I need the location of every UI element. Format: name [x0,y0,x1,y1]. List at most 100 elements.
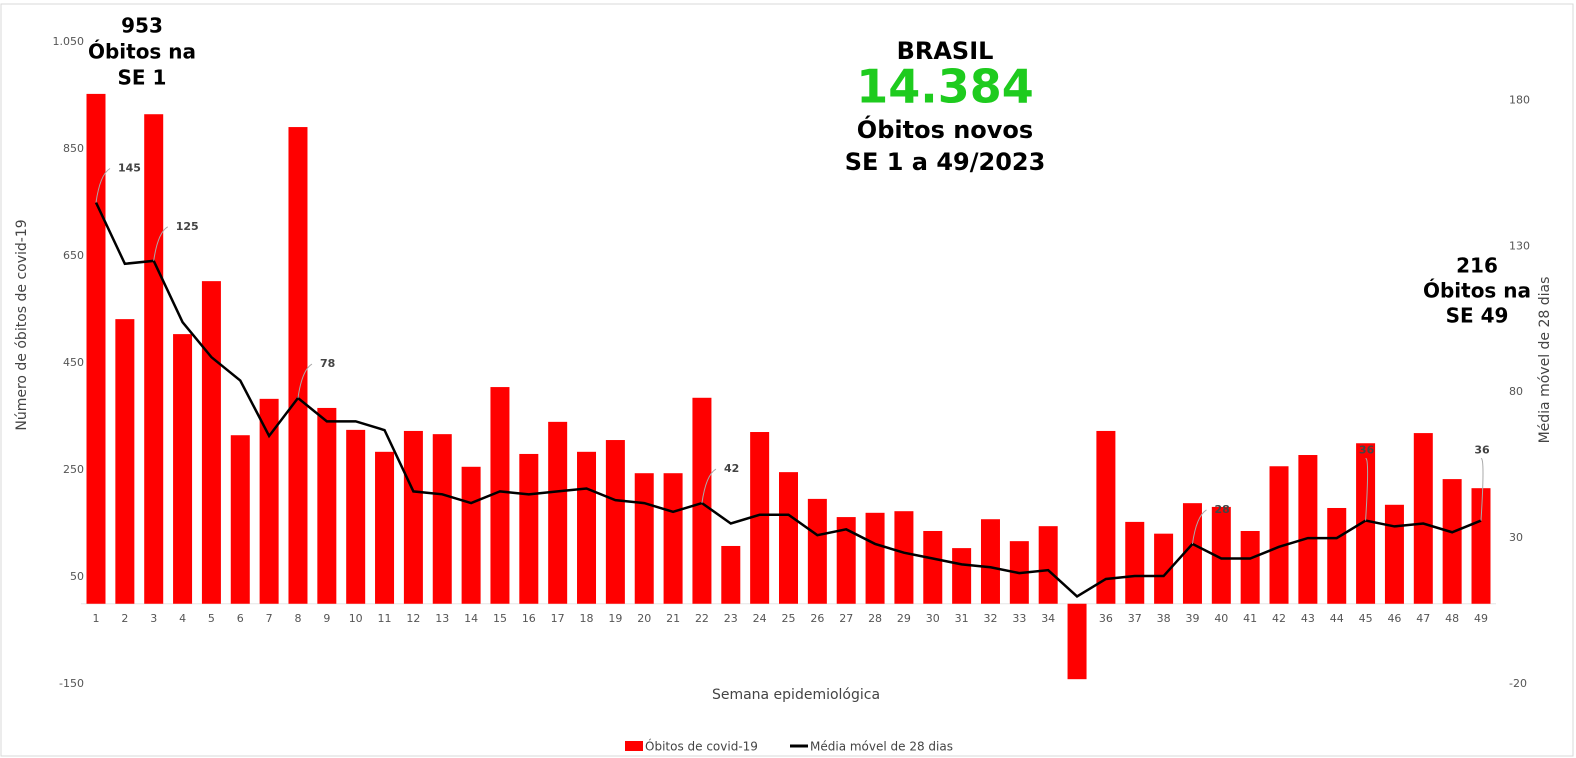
x-tick-label: 41 [1243,612,1257,625]
bar [1327,507,1347,604]
bar [577,451,597,604]
x-tick-label: 13 [435,612,449,625]
x-tick-label: 11 [378,612,392,625]
leader-line [1191,509,1207,544]
data-label: 145 [118,162,141,175]
y-tick-label: -150 [59,677,84,690]
bar [1356,443,1376,604]
x-axis-title: Semana epidemiológica [712,687,880,703]
bar [259,398,279,604]
x-tick-label: 45 [1359,612,1373,625]
bar [375,451,395,604]
x-tick-label: 4 [179,612,186,625]
bar [1038,526,1058,604]
x-tick-label: 34 [1041,612,1055,625]
bar [1067,603,1087,680]
bar [980,519,1000,604]
x-tick-label: 24 [753,612,767,625]
x-tick-label: 16 [522,612,536,625]
x-tick-label: 12 [406,612,420,625]
annotation: Óbitos na [88,40,196,64]
annotation: SE 49 [1446,304,1509,328]
x-tick-label: 14 [464,612,478,625]
y-tick-label: 450 [63,356,84,369]
y2-tick-label: 30 [1509,531,1523,544]
x-tick-label: 27 [839,612,853,625]
line [94,201,1482,599]
bar [1211,506,1231,604]
x-tick-label: 40 [1214,612,1228,625]
bar [1240,530,1260,604]
x-tick-label: 3 [150,612,157,625]
bar [894,511,914,604]
bar [779,472,798,604]
annotation: 953 [121,14,163,38]
leader-line [701,468,717,504]
y2-tick-label: 130 [1509,239,1530,252]
bar [548,421,568,604]
bar [721,545,741,604]
bar [346,429,366,604]
bar [173,334,193,604]
x-tick-label: 29 [897,612,911,625]
y2-tick-label: -20 [1509,677,1527,690]
leader-line [1480,458,1484,521]
bar [519,453,539,604]
annotation: Óbitos na [1423,279,1531,303]
x-tick-label: 44 [1330,612,1344,625]
bar [923,530,943,604]
bar [836,517,856,604]
y2-axis-title: Média móvel de 28 dias [1537,277,1553,444]
x-tick-label: 9 [323,612,330,625]
bar [1269,466,1289,604]
annotation: Óbitos novos [857,114,1033,144]
leader-line [1365,458,1369,521]
bar [317,407,337,604]
bar [1096,430,1116,604]
bar [86,93,106,604]
x-tick-label: 8 [294,612,301,625]
bar [663,473,683,604]
x-tick-label: 28 [868,612,882,625]
x-tick-label: 36 [1099,612,1113,625]
bar [750,432,770,604]
x-tick-label: 32 [983,612,997,625]
x-tick-label: 23 [724,612,738,625]
y2-tick-label: 80 [1509,385,1523,398]
x-tick-label: 6 [237,612,244,625]
x-tick-label: 49 [1474,612,1488,625]
y-tick-label: 850 [63,142,84,155]
y-tick-label: 1.050 [53,35,85,48]
bar [1298,455,1318,604]
x-tick-label: 5 [208,612,215,625]
x-tick-label: 30 [926,612,940,625]
x-tick-label: 1 [93,612,100,625]
y-tick-label: 50 [70,570,84,583]
data-label: 36 [1474,444,1490,457]
annotation: BRASIL [897,37,994,65]
bar [144,114,164,604]
data-label: 36 [1359,444,1375,457]
x-tick-label: 17 [551,612,565,625]
y-tick-label: 250 [63,463,84,476]
x-tick-label: 22 [695,612,709,625]
x-tick-label: 42 [1272,612,1286,625]
data-label: 78 [320,357,335,370]
legend-label: Óbitos de covid-19 [645,739,758,754]
x-tick-label: 21 [666,612,680,625]
annotation: SE 1 [118,66,167,90]
bar [288,127,308,604]
x-tick-label: 10 [349,612,363,625]
bar [1182,503,1202,604]
bar [115,319,135,604]
bar [1154,533,1174,604]
bar [807,498,827,604]
x-tick-label: 19 [608,612,622,625]
legend-label: Média móvel de 28 dias [810,740,953,754]
leader-line [95,168,111,203]
bar [634,473,654,604]
bar [865,512,885,604]
bar [1442,479,1462,604]
y-axis-title: Número de óbitos de covid-19 [14,219,30,430]
